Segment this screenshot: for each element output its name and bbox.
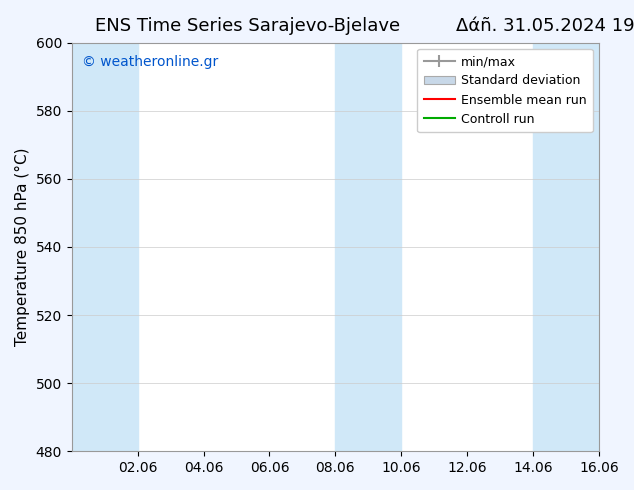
Text: © weatheronline.gr: © weatheronline.gr: [82, 55, 219, 69]
Bar: [335, 43, 401, 451]
Y-axis label: Temperature 850 hPa (°C): Temperature 850 hPa (°C): [15, 147, 30, 346]
Text: ENS Time Series Sarajevo-Bjelave: ENS Time Series Sarajevo-Bjelave: [95, 17, 400, 35]
Bar: [533, 43, 599, 451]
Text: Δάñ. 31.05.2024 19 UTC: Δάñ. 31.05.2024 19 UTC: [456, 17, 634, 35]
Legend: min/max, Standard deviation, Ensemble mean run, Controll run: min/max, Standard deviation, Ensemble me…: [417, 49, 593, 132]
Bar: [72, 43, 138, 451]
